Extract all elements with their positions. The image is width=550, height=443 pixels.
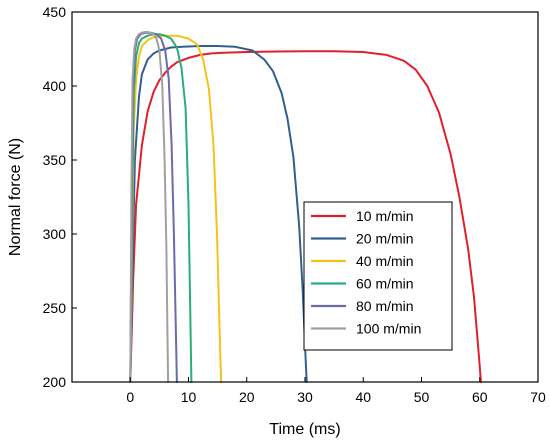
y-tick-label: 250 [43, 300, 67, 316]
x-tick-label: 40 [355, 389, 371, 405]
x-tick-label: 60 [472, 389, 488, 405]
x-tick-label: 70 [530, 389, 546, 405]
series-line-2 [129, 34, 223, 383]
legend-items: 10 m/min 20 m/min 40 m/min 60 m/min 80 m/min… [311, 208, 421, 337]
x-tick-label: 50 [414, 389, 430, 405]
x-tick-label: 20 [239, 389, 255, 405]
y-axis-title: Normal force (N) [7, 138, 24, 256]
ticks-layer: 0 10 20 30 40 50 60 70 200 250 300 350 400 450 [43, 4, 546, 405]
legend-box [303, 201, 453, 351]
y-tick-label: 200 [43, 374, 67, 390]
series-line-1 [129, 45, 308, 383]
legend-label-1: 20 m/min [356, 231, 414, 247]
y-tick-label: 300 [43, 226, 67, 242]
legend-label-5: 100 m/min [356, 321, 421, 337]
y-tick-label: 350 [43, 152, 67, 168]
legend: 10 m/min 20 m/min 40 m/min 60 m/min 80 m/min… [303, 201, 453, 351]
y-tick-label: 450 [43, 4, 67, 20]
x-tick-label: 30 [297, 389, 313, 405]
legend-label-3: 60 m/min [356, 276, 414, 292]
legend-label-4: 80 m/min [356, 298, 414, 314]
series-layer [129, 31, 482, 383]
x-tick-label: 10 [181, 389, 197, 405]
y-tick-label: 400 [43, 78, 67, 94]
legend-label-0: 10 m/min [356, 208, 414, 224]
series-line-5 [129, 31, 170, 383]
x-axis-title: Time (ms) [269, 421, 340, 438]
legend-label-2: 40 m/min [356, 253, 414, 269]
series-line-0 [129, 50, 482, 383]
series-line-3 [129, 33, 193, 383]
x-tick-label: 0 [126, 389, 134, 405]
